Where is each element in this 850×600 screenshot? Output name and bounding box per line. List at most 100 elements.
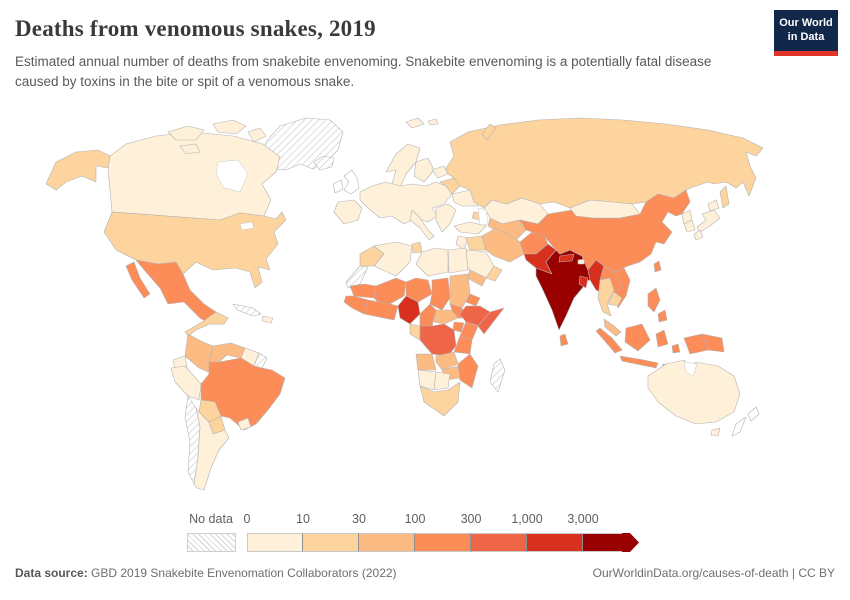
country-botswana[interactable]	[433, 371, 451, 391]
country-sri-lanka[interactable]	[559, 333, 569, 347]
country-cambodia[interactable]	[607, 291, 623, 307]
country-philippines[interactable]	[657, 309, 668, 323]
country-russia[interactable]	[481, 123, 497, 141]
country-new-zealand[interactable]	[747, 406, 760, 422]
footer-link[interactable]: OurWorldinData.org/causes-of-death | CC …	[592, 566, 835, 580]
country-libya[interactable]	[415, 247, 449, 277]
country-brazil[interactable]	[200, 357, 286, 431]
legend-color-bar	[247, 533, 622, 552]
country-central-african-republic[interactable]	[433, 309, 459, 325]
legend-segment-3000-plus[interactable]	[583, 533, 622, 552]
country-svalbard[interactable]	[427, 118, 439, 126]
country-iceland[interactable]	[313, 155, 335, 171]
legend-segment-0-10[interactable]	[247, 533, 303, 552]
country-cuba[interactable]	[232, 303, 262, 317]
country-nepal[interactable]	[558, 253, 575, 263]
country-uganda[interactable]	[452, 321, 465, 333]
country-sudan[interactable]	[449, 273, 471, 309]
owid-logo[interactable]: Our World in Data	[774, 10, 838, 56]
country-ghana-cote-divoire[interactable]	[363, 299, 399, 321]
country-malaysia[interactable]	[603, 318, 622, 337]
country-oman[interactable]	[485, 265, 503, 282]
country-baltics[interactable]	[431, 165, 449, 179]
footer: Data source: GBD 2019 Snakebite Envenoma…	[0, 566, 850, 580]
country-indonesia[interactable]	[671, 343, 681, 354]
country-indonesia[interactable]	[595, 327, 623, 354]
country-central-america[interactable]	[184, 311, 229, 337]
country-bangladesh[interactable]	[578, 275, 589, 289]
country-scandinavia[interactable]	[413, 157, 435, 183]
country-united-states[interactable]	[45, 149, 111, 191]
country-papua-new-guinea[interactable]	[701, 333, 725, 353]
country-mongolia[interactable]	[569, 199, 641, 219]
country-angola[interactable]	[415, 353, 437, 371]
country-south-korea[interactable]	[683, 219, 696, 233]
country-madagascar[interactable]	[489, 358, 506, 393]
country-iberia[interactable]	[333, 199, 363, 225]
country-europe[interactable]	[359, 181, 453, 225]
country-japan[interactable]	[693, 229, 704, 241]
country-gabon-congo[interactable]	[409, 323, 421, 341]
country-ireland[interactable]	[332, 179, 344, 194]
country-canada[interactable]	[212, 119, 247, 135]
country-canada[interactable]	[179, 143, 201, 155]
country-argentina[interactable]	[193, 407, 230, 491]
country-mexico[interactable]	[125, 261, 151, 299]
country-turkmenistan-uzbekistan[interactable]	[487, 217, 527, 241]
chart-subtitle: Estimated annual number of deaths from s…	[15, 54, 712, 90]
data-source-label: Data source:	[15, 566, 88, 580]
country-japan[interactable]	[696, 209, 721, 233]
legend-arrow-icon	[622, 533, 639, 552]
legend-no-data-label: No data	[189, 512, 233, 526]
country-belarus[interactable]	[439, 177, 461, 195]
legend-segment-30-100[interactable]	[359, 533, 415, 552]
country-mozambique[interactable]	[457, 353, 479, 389]
country-western-sahara[interactable]	[345, 265, 369, 289]
country-thailand[interactable]	[597, 277, 615, 317]
country-chad[interactable]	[429, 277, 451, 311]
legend-segment-10-30[interactable]	[303, 533, 359, 552]
country-bhutan[interactable]	[577, 258, 586, 265]
legend-no-data-swatch[interactable]	[187, 533, 236, 552]
country-indonesia[interactable]	[655, 329, 669, 348]
country-cameroon[interactable]	[419, 303, 437, 327]
legend-segment-1000-3000[interactable]	[527, 533, 583, 552]
country-italy[interactable]	[409, 209, 435, 241]
country-uruguay[interactable]	[237, 417, 252, 431]
legend-tick-0: 0	[243, 512, 251, 526]
country-egypt[interactable]	[447, 247, 469, 274]
country-turkey[interactable]	[453, 221, 487, 235]
country-hispaniola[interactable]	[261, 315, 274, 324]
legend-tick-30: 30	[352, 512, 366, 526]
country-australia[interactable]	[647, 359, 741, 425]
country-philippines[interactable]	[647, 287, 661, 313]
country-south-africa[interactable]	[419, 381, 461, 417]
country-taiwan[interactable]	[653, 260, 662, 273]
country-svalbard[interactable]	[405, 117, 425, 129]
country-canada[interactable]	[167, 125, 205, 141]
country-australia[interactable]	[710, 427, 721, 437]
legend-segment-300-1000[interactable]	[471, 533, 527, 552]
country-united-kingdom[interactable]	[343, 169, 360, 195]
country-japan[interactable]	[707, 199, 720, 212]
great-lakes	[239, 221, 255, 231]
country-tunisia[interactable]	[411, 241, 423, 254]
legend-segment-100-300[interactable]	[415, 533, 471, 552]
country-indonesia[interactable]	[619, 355, 659, 369]
country-canada[interactable]	[247, 127, 267, 143]
country-senegal-guinea[interactable]	[343, 295, 369, 315]
country-scandinavia[interactable]	[385, 143, 421, 189]
hudson-bay	[215, 159, 249, 193]
country-peru[interactable]	[170, 365, 202, 401]
country-new-zealand[interactable]	[731, 416, 747, 437]
country-algeria[interactable]	[373, 241, 413, 277]
country-indonesia[interactable]	[624, 323, 651, 352]
country-mali[interactable]	[373, 277, 407, 305]
country-zambia[interactable]	[435, 351, 459, 371]
legend-tick-100: 100	[404, 512, 426, 526]
country-somalia[interactable]	[477, 307, 505, 335]
country-russia[interactable]	[719, 185, 730, 209]
country-balkans[interactable]	[435, 203, 457, 233]
country-drc[interactable]	[419, 323, 457, 357]
